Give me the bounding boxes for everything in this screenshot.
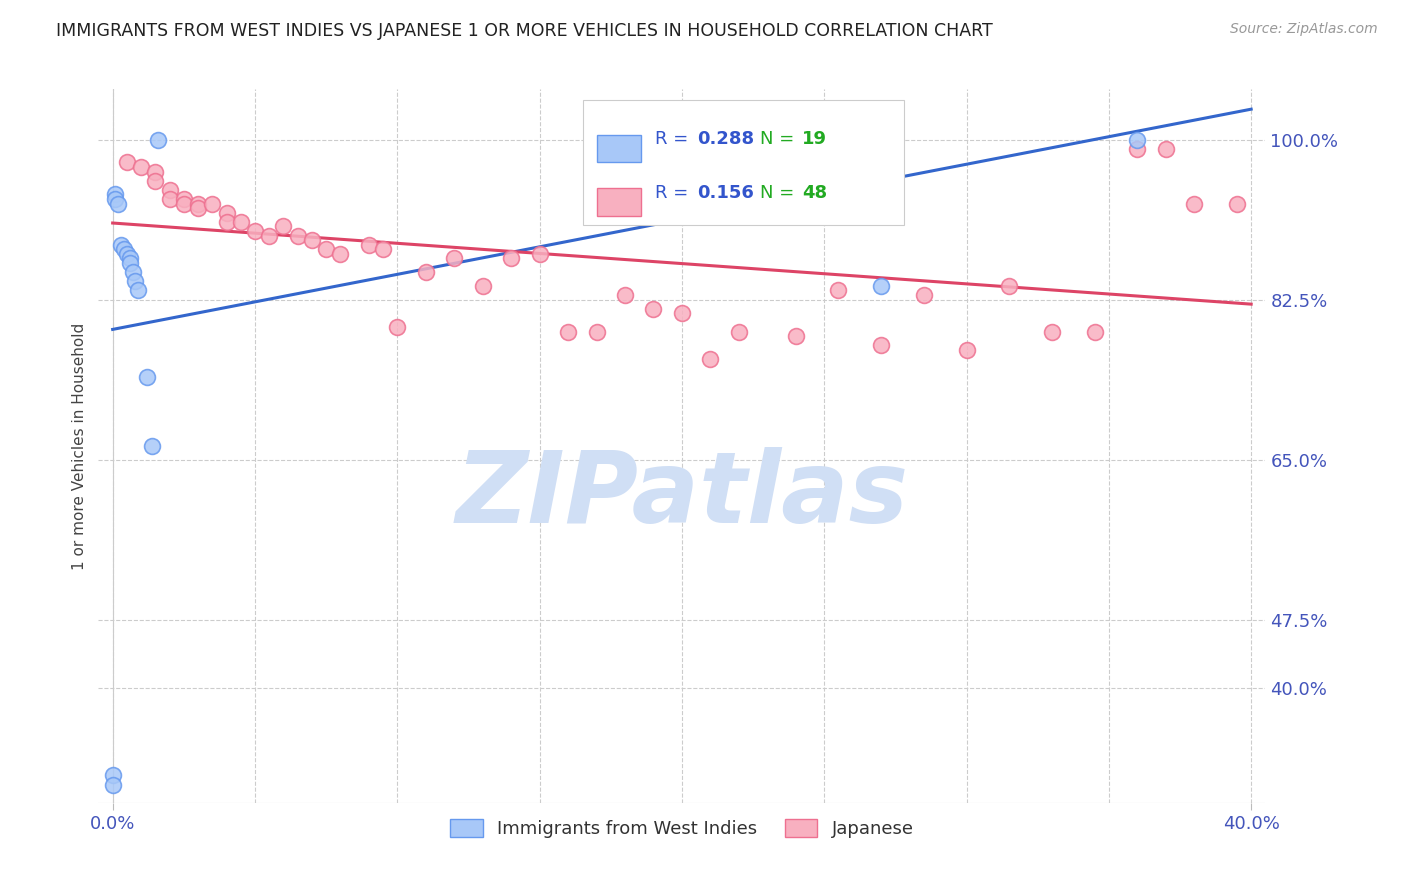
Point xyxy=(529,247,551,261)
Point xyxy=(287,228,309,243)
Point xyxy=(1154,142,1177,156)
Point xyxy=(727,325,749,339)
Text: ZIPatlas: ZIPatlas xyxy=(456,448,908,544)
Point xyxy=(135,370,157,384)
Point xyxy=(243,224,266,238)
Point xyxy=(614,288,637,302)
Point xyxy=(121,265,143,279)
Point xyxy=(129,160,152,174)
Point xyxy=(229,215,252,229)
Point xyxy=(215,215,238,229)
Point xyxy=(1126,142,1149,156)
Point xyxy=(159,183,181,197)
Point xyxy=(143,164,166,178)
Point xyxy=(870,338,893,352)
Point xyxy=(357,237,380,252)
Point xyxy=(159,192,181,206)
Point xyxy=(104,192,127,206)
Point xyxy=(187,196,209,211)
Point xyxy=(1040,325,1063,339)
Point xyxy=(912,288,935,302)
Point xyxy=(107,196,129,211)
Text: IMMIGRANTS FROM WEST INDIES VS JAPANESE 1 OR MORE VEHICLES IN HOUSEHOLD CORRELAT: IMMIGRANTS FROM WEST INDIES VS JAPANESE … xyxy=(56,22,993,40)
Point xyxy=(585,325,607,339)
Point xyxy=(371,242,394,256)
Point xyxy=(721,142,744,156)
Point xyxy=(110,237,132,252)
Point xyxy=(127,284,149,298)
Point xyxy=(118,256,141,270)
Point xyxy=(671,306,693,320)
Point xyxy=(315,242,337,256)
Text: R =: R = xyxy=(655,130,695,148)
Text: N =: N = xyxy=(761,184,800,202)
Point xyxy=(104,187,127,202)
Point xyxy=(1182,196,1205,211)
Point xyxy=(387,320,409,334)
Point xyxy=(713,137,735,152)
Legend: Immigrants from West Indies, Japanese: Immigrants from West Indies, Japanese xyxy=(441,810,922,847)
Point xyxy=(115,155,138,169)
Point xyxy=(141,439,163,453)
Point xyxy=(557,325,579,339)
Point xyxy=(415,265,437,279)
Point xyxy=(643,301,665,316)
Point xyxy=(998,279,1021,293)
Point xyxy=(301,233,323,247)
FancyBboxPatch shape xyxy=(596,188,641,216)
Text: Source: ZipAtlas.com: Source: ZipAtlas.com xyxy=(1230,22,1378,37)
Point xyxy=(101,777,124,791)
Point xyxy=(785,329,807,343)
Text: 0.288: 0.288 xyxy=(697,130,754,148)
Point xyxy=(827,284,849,298)
FancyBboxPatch shape xyxy=(582,100,904,225)
Point xyxy=(443,252,465,266)
Text: R =: R = xyxy=(655,184,695,202)
Point xyxy=(118,252,141,266)
Point xyxy=(112,242,135,256)
Point xyxy=(124,274,146,288)
Point xyxy=(201,196,224,211)
Point xyxy=(1084,325,1107,339)
Point xyxy=(699,352,721,367)
Text: 19: 19 xyxy=(801,130,827,148)
Point xyxy=(101,768,124,782)
Text: N =: N = xyxy=(761,130,800,148)
Point xyxy=(955,343,977,357)
Point xyxy=(501,252,523,266)
Point xyxy=(115,247,138,261)
Y-axis label: 1 or more Vehicles in Household: 1 or more Vehicles in Household xyxy=(72,322,87,570)
Point xyxy=(1126,132,1149,146)
Point xyxy=(870,279,893,293)
Text: 48: 48 xyxy=(801,184,827,202)
Point xyxy=(1226,196,1249,211)
FancyBboxPatch shape xyxy=(596,135,641,162)
Point xyxy=(273,219,295,234)
Point xyxy=(471,279,494,293)
Point xyxy=(215,205,238,219)
Point xyxy=(257,228,280,243)
Point xyxy=(173,192,195,206)
Point xyxy=(143,174,166,188)
Point xyxy=(187,201,209,215)
Point xyxy=(173,196,195,211)
Point xyxy=(329,247,352,261)
Text: 0.156: 0.156 xyxy=(697,184,754,202)
Point xyxy=(148,132,170,146)
